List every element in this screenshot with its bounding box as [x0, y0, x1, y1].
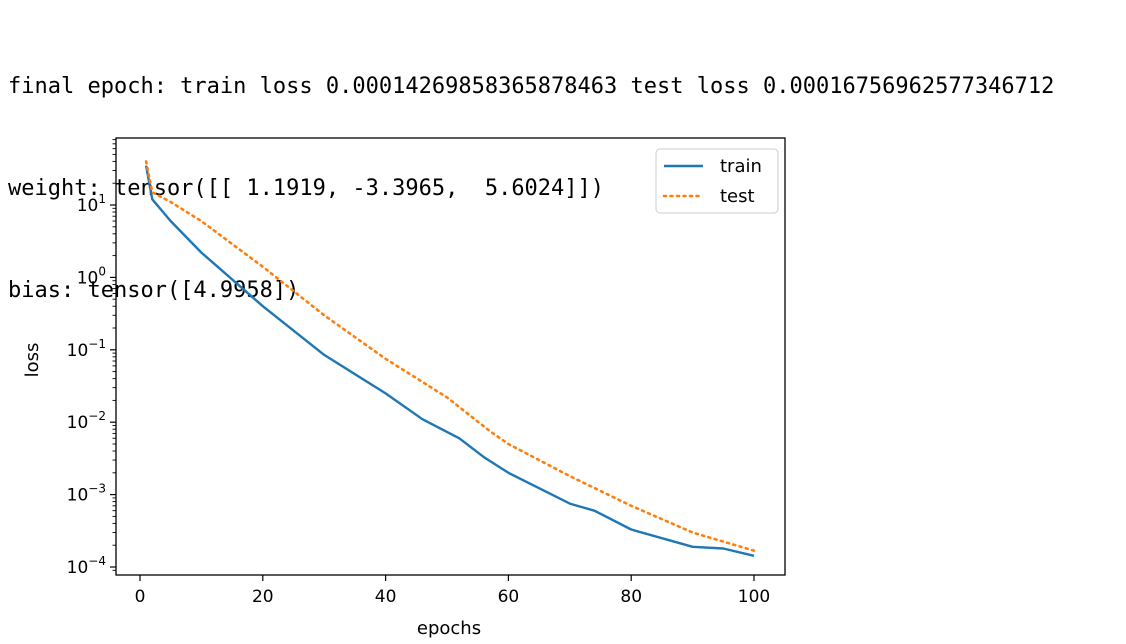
weight-line: weight: tensor([[ 1.1919, -3.3965, 5.602… — [8, 176, 605, 201]
bias-line: bias: tensor([4.9958]) — [8, 278, 300, 303]
y-tick-label: 10−1 — [67, 337, 106, 361]
series-line-test — [144, 160, 756, 552]
axes: 0 20 40 60 80 100 101 100 10−1 10−2 10−3 10−4 — [67, 137, 786, 607]
loss-chart: 0 20 40 60 80 100 101 100 10−1 10−2 10−3 10−4 epoch… — [22, 137, 786, 639]
x-tick-label: 20 — [252, 587, 274, 607]
x-tick-label: 60 — [498, 587, 520, 607]
x-tick-label: 40 — [375, 587, 397, 607]
y-tick-label: 10−2 — [67, 409, 106, 433]
x-tick-label: 80 — [620, 587, 642, 607]
y-tick-label: 100 — [77, 264, 106, 288]
y-axis-label: loss — [22, 343, 43, 378]
console-output: final epoch: train loss 0.00014269858365… — [8, 2, 1054, 342]
final-epoch-line: final epoch: train loss 0.00014269858365… — [8, 74, 1055, 99]
y-tick-label: 101 — [77, 192, 106, 216]
legend-label-train: train — [720, 156, 762, 177]
y-tick-label: 10−4 — [67, 554, 106, 578]
x-tick-label: 0 — [135, 587, 146, 607]
y-tick-label: 10−3 — [67, 482, 106, 506]
plot-area — [144, 160, 756, 557]
series-line-train — [144, 165, 755, 557]
x-tick-label: 100 — [738, 587, 770, 607]
legend-label-test: test — [720, 186, 755, 207]
x-axis-label: epochs — [417, 618, 481, 639]
legend: train test — [655, 148, 779, 214]
